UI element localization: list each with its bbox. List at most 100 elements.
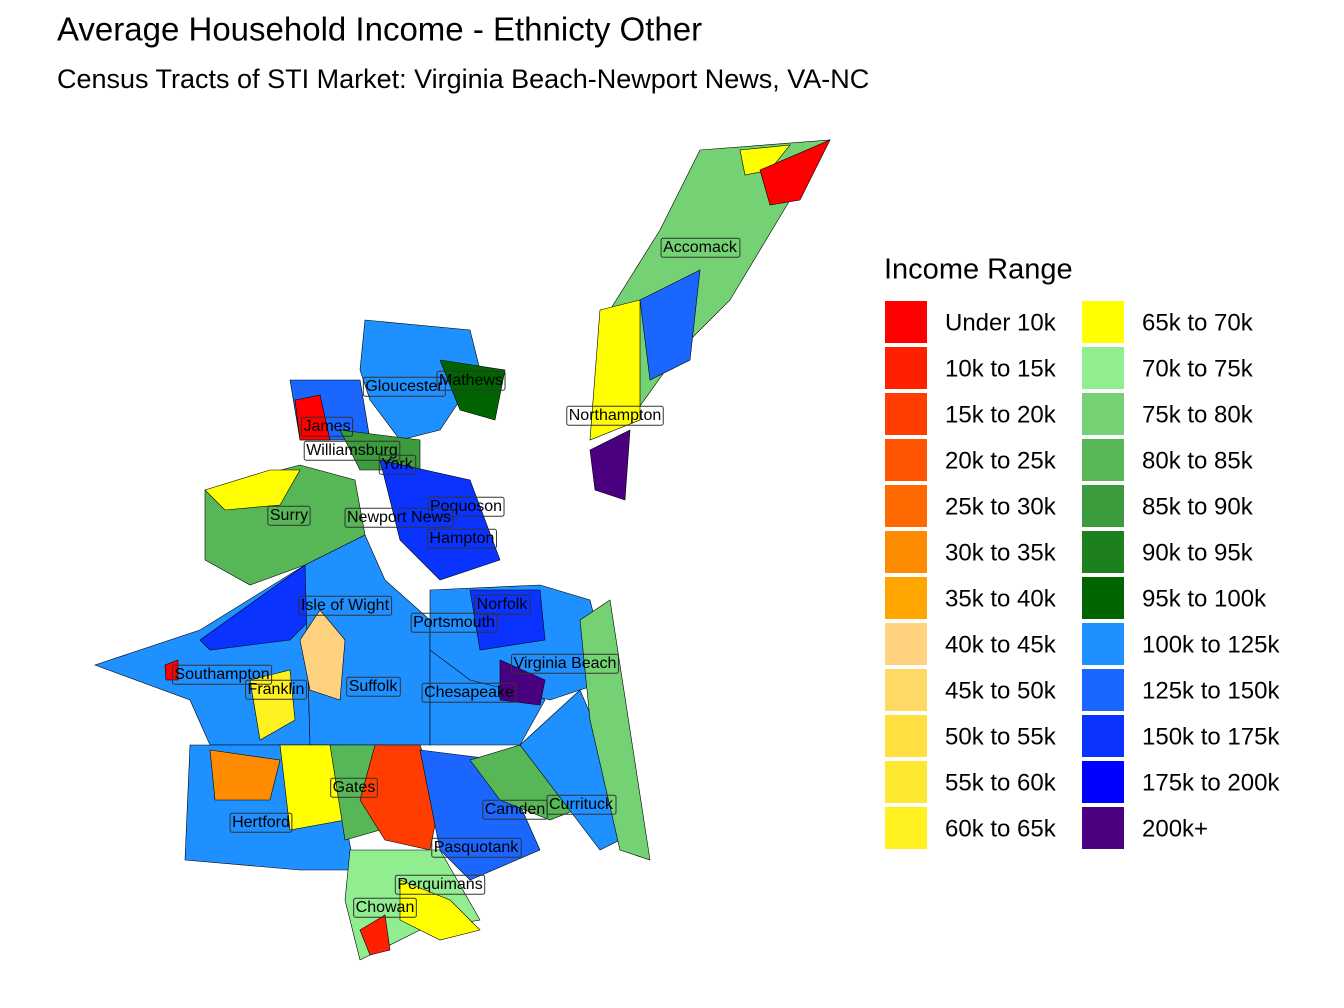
county-label: Hertford (232, 814, 290, 831)
legend-swatch (1082, 715, 1124, 757)
county-label-box (245, 679, 307, 700)
county-label-box (394, 874, 486, 895)
county-label: Perquimans (397, 876, 482, 893)
county-label-box (344, 507, 454, 528)
county-label: James (303, 418, 350, 435)
region (209, 749, 281, 801)
region (359, 319, 481, 441)
legend-swatch (1082, 577, 1124, 619)
legend-swatch (885, 623, 927, 665)
county-label-box (546, 794, 617, 815)
legend-label: 25k to 30k (945, 493, 1057, 520)
county-label: Pasquotank (434, 839, 520, 856)
legend-label: 175k to 200k (1142, 769, 1280, 796)
legend-label: 10k to 15k (945, 355, 1057, 382)
county-label: Newport News (347, 509, 451, 526)
region (399, 879, 481, 941)
legend-label: 45k to 50k (945, 677, 1057, 704)
county-label: Gloucester (365, 378, 443, 395)
county-label: Chesapeake (424, 684, 514, 701)
region (579, 599, 651, 861)
county-label: Poquoson (430, 498, 502, 515)
county-label: Surry (270, 507, 308, 524)
legend-swatch (885, 485, 927, 527)
region (639, 269, 701, 381)
county-label-box (267, 505, 311, 526)
county-label: Portsmouth (413, 614, 495, 631)
legend-label: 100k to 125k (1142, 631, 1280, 658)
map (94, 139, 831, 961)
legend: Under 10k 10k to 15k 15k to 20k 20k to 25k 2… (885, 301, 1280, 849)
subtitle: Census Tracts of STI Market: Virginia Be… (57, 64, 869, 94)
county-label: Williamsburg (306, 442, 398, 459)
legend-swatch (1082, 347, 1124, 389)
legend-label: 65k to 70k (1142, 309, 1254, 336)
county-label: Hampton (430, 530, 495, 547)
legend-swatch (885, 393, 927, 435)
legend-label: 85k to 90k (1142, 493, 1254, 520)
county-label: Camden (485, 801, 545, 818)
county-label-box (378, 454, 417, 475)
legend-label: 35k to 40k (945, 585, 1057, 612)
region (759, 139, 831, 206)
legend-swatch (1082, 485, 1124, 527)
legend-label: 15k to 20k (945, 401, 1057, 428)
county-label-box (171, 664, 273, 685)
county-label-box (410, 612, 498, 633)
legend-swatch (1082, 761, 1124, 803)
legend-swatch (885, 347, 927, 389)
county-label-box (421, 682, 517, 703)
legend-swatch (1082, 807, 1124, 849)
legend-swatch (885, 301, 927, 343)
legend-label: 125k to 150k (1142, 677, 1280, 704)
county-label-box (427, 528, 497, 549)
county-label: Southampton (174, 666, 269, 683)
region (589, 429, 631, 501)
county-label-box (346, 676, 401, 697)
legend-swatch (885, 669, 927, 711)
legend-swatch (1082, 531, 1124, 573)
county-label-box (300, 416, 354, 437)
county-label: Norfolk (477, 596, 529, 613)
legend-swatch (885, 807, 927, 849)
county-label-box (229, 812, 293, 833)
legend-label: 55k to 60k (945, 769, 1057, 796)
county-label-box (566, 405, 664, 426)
legend-swatch (1082, 301, 1124, 343)
region (204, 469, 301, 511)
legend-label: 90k to 95k (1142, 539, 1254, 566)
county-label: Currituck (549, 796, 614, 813)
county-label-box (436, 370, 506, 391)
legend-label: 30k to 35k (945, 539, 1057, 566)
legend-label: 150k to 175k (1142, 723, 1280, 750)
legend-label: 70k to 75k (1142, 355, 1254, 382)
legend-label: 95k to 100k (1142, 585, 1267, 612)
legend-label: 50k to 55k (945, 723, 1057, 750)
region (249, 669, 296, 741)
county-label-box (431, 837, 522, 858)
region (379, 459, 501, 581)
legend-swatch (885, 715, 927, 757)
legend-label: 60k to 65k (945, 815, 1057, 842)
county-label-box (427, 496, 505, 517)
region (469, 589, 546, 651)
legend-label: Under 10k (945, 309, 1057, 336)
legend-label: 80k to 85k (1142, 447, 1254, 474)
county-label-box (474, 594, 531, 615)
legend-swatch (1082, 393, 1124, 435)
legend-swatch (885, 577, 927, 619)
county-label: Franklin (248, 681, 305, 698)
region (589, 299, 641, 441)
county-label: York (381, 456, 413, 473)
county-label: Northampton (569, 407, 662, 424)
county-label: Chowan (356, 899, 415, 916)
county-label: Suffolk (349, 678, 399, 695)
legend-swatch (1082, 439, 1124, 481)
legend-swatch (1082, 623, 1124, 665)
county-label: Gates (333, 779, 376, 796)
county-label-box (298, 595, 393, 616)
legend-title: Income Range (884, 254, 1073, 286)
county-label-box (362, 376, 446, 397)
legend-swatch (885, 531, 927, 573)
